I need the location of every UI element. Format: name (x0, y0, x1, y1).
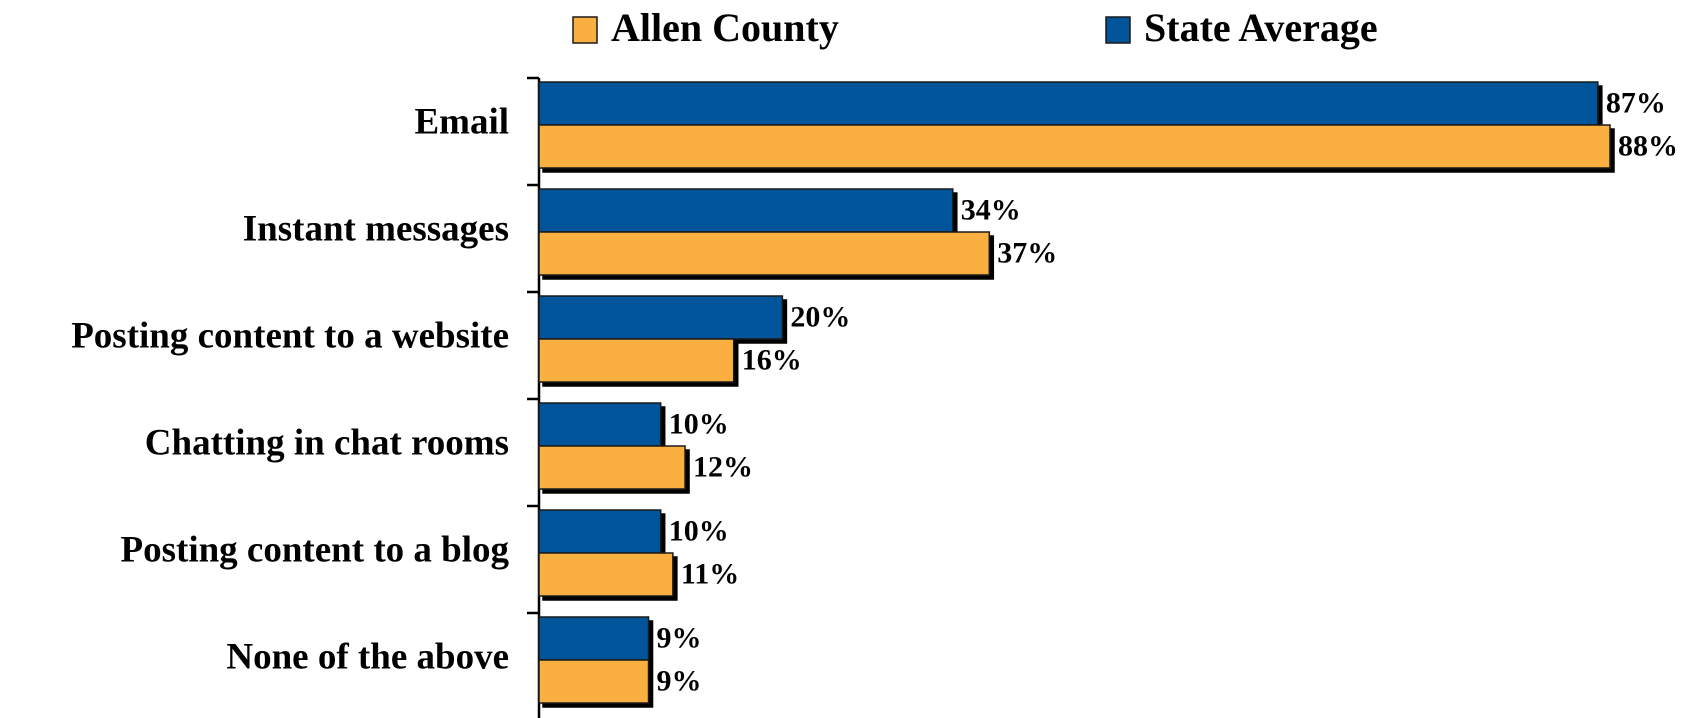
legend: Allen County State Average (572, 5, 1378, 50)
value-label: 10% (669, 514, 729, 547)
bar (538, 445, 686, 490)
value-label: 88% (1618, 129, 1678, 162)
category-label: Posting content to a blog (121, 529, 510, 570)
bar (538, 338, 735, 383)
category-label: None of the above (226, 636, 509, 677)
bar (538, 552, 674, 597)
value-label: 37% (997, 236, 1057, 269)
value-label: 20% (790, 300, 850, 333)
value-label: 34% (961, 193, 1021, 226)
bar (538, 231, 991, 276)
bar (538, 659, 650, 704)
bar (538, 81, 1599, 126)
bar (538, 509, 662, 554)
legend-label: State Average (1144, 5, 1378, 50)
value-label: 9% (657, 664, 702, 697)
bar (538, 124, 1611, 169)
category-label: Posting content to a website (71, 315, 509, 356)
legend-label: Allen County (611, 5, 839, 50)
value-label: 11% (681, 557, 739, 590)
category-label: Email (414, 101, 509, 142)
value-label: 10% (669, 407, 729, 440)
bar (538, 402, 662, 447)
bar (538, 188, 954, 233)
bar (538, 295, 784, 340)
category-label: Chatting in chat rooms (145, 422, 509, 463)
category-label: Instant messages (243, 208, 509, 249)
value-label: 16% (742, 343, 802, 376)
plot-area: Email 87% 88% Instant messages 34% 37% Posting… (71, 76, 1678, 718)
legend-swatch (572, 16, 598, 44)
value-label: 12% (693, 450, 753, 483)
bar (538, 616, 650, 661)
value-label: 9% (657, 621, 702, 654)
legend-swatch (1105, 16, 1131, 44)
value-label: 87% (1606, 86, 1666, 119)
